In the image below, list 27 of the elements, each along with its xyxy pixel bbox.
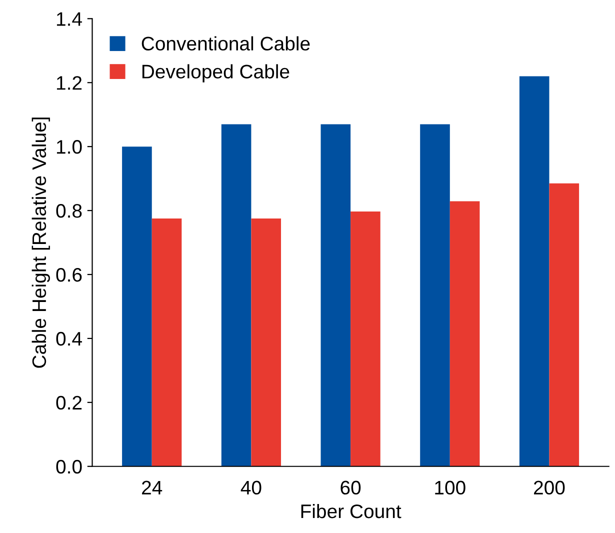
x-tick-label: 100	[435, 480, 466, 495]
bar	[519, 76, 550, 466]
bar	[450, 201, 480, 466]
y-tick-label: 1.2	[56, 76, 82, 90]
y-tick-label: 0.6	[56, 268, 82, 282]
y-tick-label: 0.8	[56, 204, 82, 218]
bar	[122, 146, 152, 466]
bar	[152, 218, 182, 466]
legend-label: Conventional Cable	[142, 36, 310, 51]
x-tick-label: 200	[534, 480, 565, 495]
x-axis-title: Fiber Count	[301, 504, 402, 518]
x-tick-label: 40	[240, 480, 262, 495]
y-tick-label: 0.0	[56, 460, 82, 474]
y-tick-label: 0.2	[56, 396, 82, 410]
y-tick-label: 1.4	[56, 12, 82, 26]
x-tick-label: 24	[142, 480, 162, 494]
x-tick-label: 60	[340, 480, 361, 495]
bar	[320, 124, 351, 466]
bar	[350, 211, 380, 466]
bar	[221, 124, 252, 466]
bar	[420, 124, 450, 466]
bar	[549, 183, 580, 466]
y-tick-label: 1.0	[56, 140, 82, 154]
y-axis-title: Cable Height [Relative Value]	[32, 118, 50, 368]
bar	[251, 218, 282, 466]
legend-label: Developed Cable	[142, 64, 290, 82]
y-tick-label: 0.4	[56, 332, 82, 346]
